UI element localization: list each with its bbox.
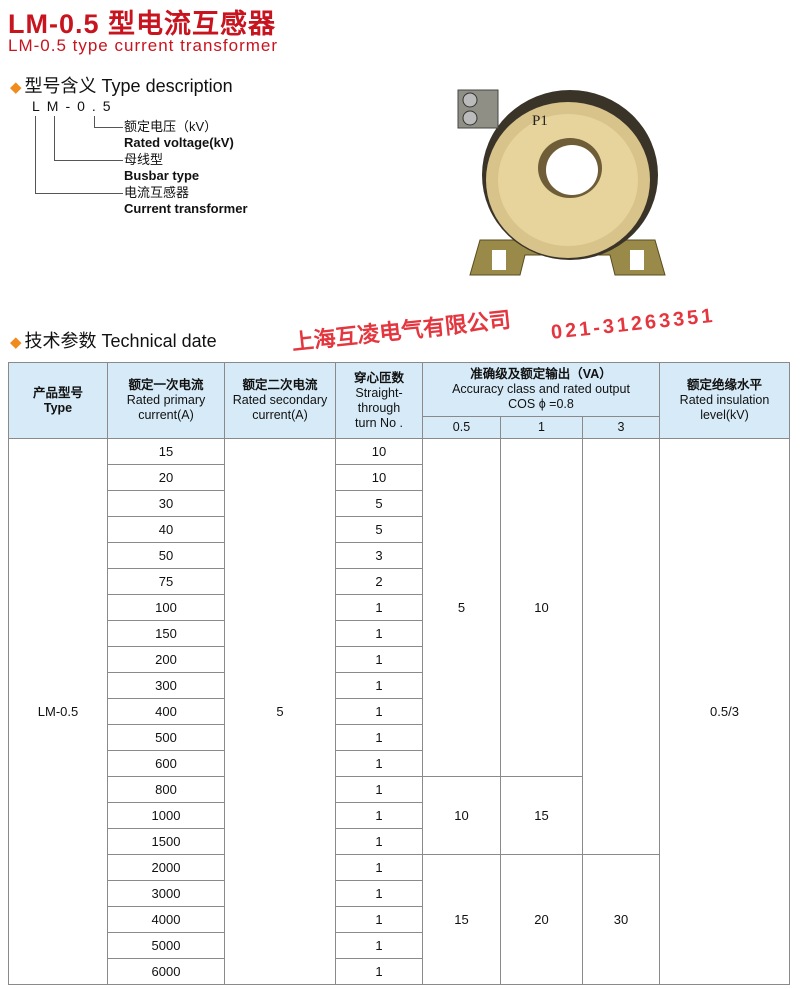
turns-cell: 3 [335,542,423,569]
primary-current-cell: 1500 [107,828,225,855]
primary-current-cell: 75 [107,568,225,595]
watermark-phone: 021-31263351 [550,304,717,344]
transformer-photo: P1 [457,89,666,276]
primary-current-cell: 4000 [107,906,225,933]
tech-section-title: ◆ 技术参数 Technical date [10,331,217,351]
primary-current-cell: 400 [107,698,225,725]
table-row: 2000 1 15 20 30 [9,854,790,985]
primary-current-cell: 300 [107,672,225,699]
primary-current-cell: 2000 [107,854,225,881]
primary-current-cell: 3000 [107,880,225,907]
primary-current-cell: 20 [107,464,225,491]
table-row: LM-0.5 15 5 10 5 10 0.5/3 [8,438,790,985]
desc-voltage: 额定电压（kV） Rated voltage(kV) [124,119,234,150]
accuracy-3-cell [582,438,660,855]
insulation-cell: 0.5/3 [659,438,790,985]
connector-line [35,116,123,194]
type-code: LM-0.5 [32,98,118,114]
header-insulation: 额定绝缘水平 Rated insulation level(kV) [659,362,790,439]
spec-table: 产品型号 Type 额定一次电流 Rated primary current(A) 额… [8,362,790,985]
table-row: 3000 1 [9,880,790,907]
primary-current-cell: 5000 [107,932,225,959]
turns-cell: 1 [335,698,423,725]
table-row: 800 1 10 15 [9,776,790,855]
diamond-icon: ◆ [10,334,22,351]
accuracy-1-cell: 20 [500,854,583,985]
table-row: 200 1 [9,646,790,673]
header-class-1: 1 [500,416,583,439]
desc-busbar: 母线型 Busbar type [124,152,200,183]
turns-cell: 1 [335,724,423,751]
header-accuracy: 准确级及额定输出（VA） Accuracy class and rated out… [422,362,660,417]
type-cell: LM-0.5 [8,438,108,985]
secondary-current-cell: 5 [224,438,336,985]
turns-cell: 1 [335,776,423,803]
title-en: LM-0.5 type current transformer [8,36,279,55]
primary-current-cell: 6000 [107,958,225,985]
photo-label: P1 [532,113,548,129]
turns-cell: 1 [335,906,423,933]
primary-current-cell: 15 [107,438,225,465]
primary-current-cell: 30 [107,490,225,517]
desc-ct: 电流互感器 Current transformer [124,185,248,216]
turns-cell: 1 [335,646,423,673]
accuracy-3-cell: 30 [582,854,660,985]
primary-current-cell: 150 [107,620,225,647]
turns-cell: 2 [335,568,423,595]
turns-cell: 1 [335,672,423,699]
table-row: 1500 1 [9,828,790,855]
turns-cell: 1 [335,854,423,881]
primary-current-cell: 600 [107,750,225,777]
header-class-0.5: 0.5 [422,416,501,439]
turns-cell: 1 [335,750,423,777]
table-row: 4000 1 [9,906,790,933]
table-row: 30 5 [9,490,790,517]
turns-cell: 10 [335,464,423,491]
connector-line [54,116,123,161]
type-section-title: ◆ 型号含义 Type description [10,76,233,96]
primary-current-cell: 1000 [107,802,225,829]
turns-cell: 5 [335,490,423,517]
header-turns: 穿心匝数 Straight-through turn No . [335,362,423,439]
table-row: 500 1 [9,724,790,751]
header-class-3: 3 [582,416,660,439]
turns-cell: 1 [335,802,423,829]
table-row: 20 10 [9,464,790,491]
turns-cell: 1 [335,828,423,855]
turns-cell: 1 [335,620,423,647]
accuracy-0.5-cell: 10 [422,776,501,855]
primary-current-cell: 200 [107,646,225,673]
header-primary: 额定一次电流 Rated primary current(A) [107,362,225,439]
diamond-icon: ◆ [10,79,22,96]
primary-current-cell: 40 [107,516,225,543]
turns-cell: 1 [335,958,423,985]
connector-line [94,116,123,128]
header-type: 产品型号 Type [8,362,108,439]
primary-current-cell: 100 [107,594,225,621]
accuracy-0.5-cell: 15 [422,854,501,985]
turns-cell: 1 [335,594,423,621]
accuracy-1-cell: 15 [500,776,583,855]
primary-current-cell: 50 [107,542,225,569]
primary-current-cell: 800 [107,776,225,803]
watermark-company: 上海互凌电气有限公司 [290,306,512,355]
turns-cell: 10 [335,438,423,465]
table-row: 6000 1 [9,958,790,985]
turns-cell: 1 [335,880,423,907]
table-row: 5000 1 [9,932,790,959]
turns-cell: 1 [335,932,423,959]
header-secondary: 额定二次电流 Rated secondary current(A) [224,362,336,439]
accuracy-0.5-cell: 5 [422,438,501,777]
turns-cell: 5 [335,516,423,543]
accuracy-1-cell: 10 [500,438,583,777]
title-cn: LM-0.5 型电流互感器 [8,9,277,39]
primary-current-cell: 500 [107,724,225,751]
